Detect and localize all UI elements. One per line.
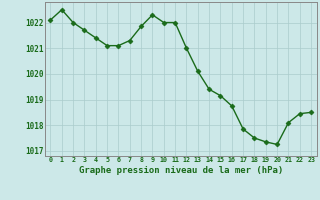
X-axis label: Graphe pression niveau de la mer (hPa): Graphe pression niveau de la mer (hPa) bbox=[79, 166, 283, 175]
